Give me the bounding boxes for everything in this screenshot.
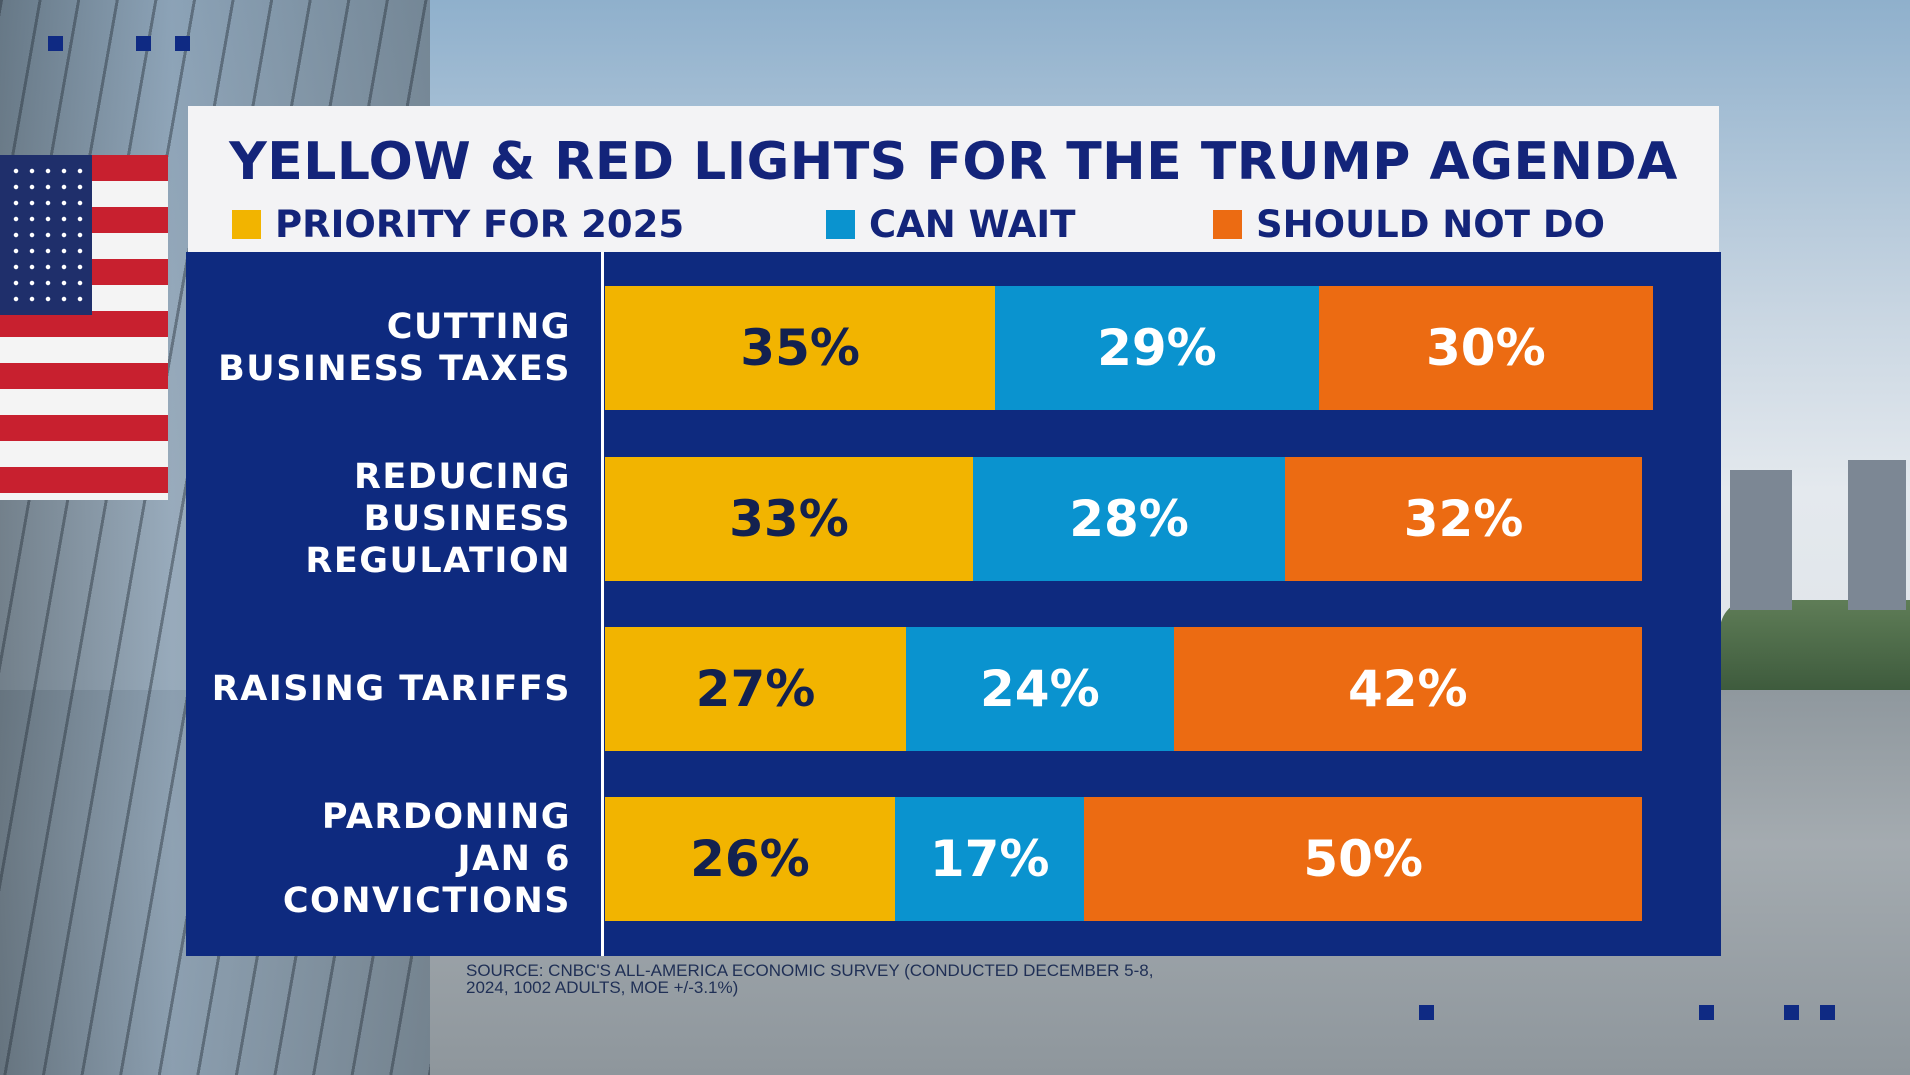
category-label: PARDONING JAN 6 CONVICTIONS [282,797,571,921]
bar-priority: 26% [605,797,895,921]
legend-item-can-wait: CAN WAIT [826,202,1076,246]
source-note: SOURCE: CNBC'S ALL-AMERICA ECONOMIC SURV… [466,961,1154,997]
bar-should-not-do: 42% [1173,627,1642,751]
chart-title: YELLOW & RED LIGHTS FOR THE TRUMP AGENDA [229,132,1678,192]
decorative-square [1699,1005,1714,1020]
decorative-square [1820,1005,1835,1020]
data-label: 30% [1426,319,1546,377]
bar-priority: 27% [605,627,907,751]
data-label: 50% [1303,830,1424,888]
axis-divider [601,252,604,956]
data-label: 35% [740,319,860,377]
bar-priority: 35% [605,286,996,410]
data-label: 29% [1097,319,1217,377]
category-label: REDUCING BUSINESS REGULATION [305,457,571,581]
chart-panel: CUTTING BUSINESS TAXES 35% 29% 30% REDUCING … [186,252,1721,956]
legend-item-should-not-do: SHOULD NOT DO [1213,202,1605,246]
american-flag-canton [0,155,92,315]
bar-can-wait: 24% [906,627,1174,751]
chart-header: YELLOW & RED LIGHTS FOR THE TRUMP AGENDA… [188,106,1719,252]
category-label: RAISING TARIFFS [211,669,571,709]
legend-item-priority: PRIORITY FOR 2025 [232,202,685,246]
bar-should-not-do: 32% [1285,457,1642,581]
bar-can-wait: 29% [995,286,1319,410]
bar-priority: 33% [605,457,973,581]
data-label: 17% [929,830,1050,888]
background-building [1848,460,1906,610]
data-label: 32% [1403,490,1524,548]
data-label: 27% [695,660,816,718]
data-label: 24% [980,660,1100,718]
data-label: 28% [1069,490,1189,548]
decorative-square [175,36,190,51]
bar-can-wait: 28% [972,457,1286,581]
category-label: CUTTING BUSINESS TAXES [218,307,571,389]
decorative-square [1419,1005,1434,1020]
decorative-square [136,36,151,51]
bar-can-wait: 17% [894,797,1085,921]
decorative-square [1784,1005,1799,1020]
data-label: 33% [729,490,849,548]
legend-label-should-not-do: SHOULD NOT DO [1256,202,1605,246]
bar-should-not-do: 50% [1084,797,1642,921]
data-label: 26% [690,830,810,888]
bar-should-not-do: 30% [1318,286,1654,410]
legend-swatch-should-not-do [1213,209,1242,239]
legend-label-priority: PRIORITY FOR 2025 [275,202,685,246]
legend-label-can-wait: CAN WAIT [869,202,1076,246]
data-label: 42% [1347,660,1468,718]
background-building [1730,470,1792,610]
legend-swatch-can-wait [826,209,855,239]
legend-swatch-priority [232,209,261,239]
decorative-square [48,36,63,51]
background-trees [1720,600,1910,690]
